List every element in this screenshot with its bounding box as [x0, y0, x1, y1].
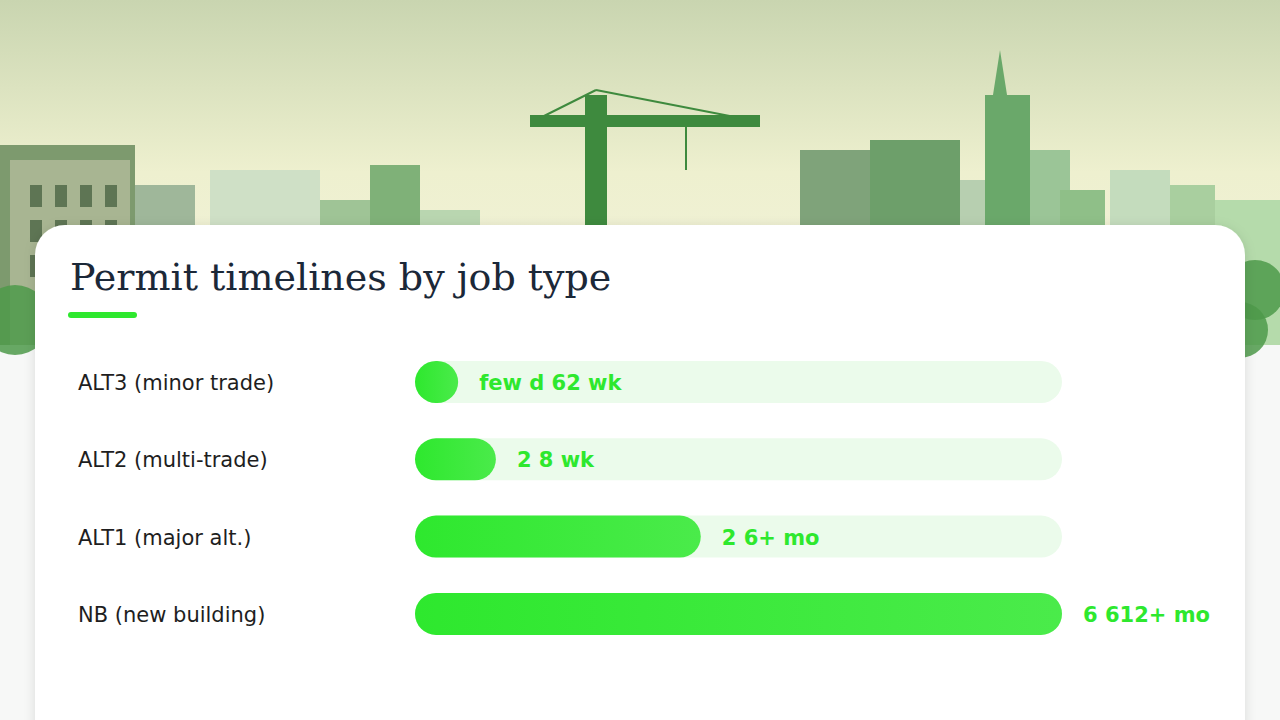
bar — [415, 593, 1062, 635]
category-label: NB (new building) — [78, 603, 265, 627]
crane-hook — [685, 127, 687, 170]
range-track — [415, 361, 1062, 403]
category-label: ALT2 (multi-trade) — [78, 448, 268, 472]
bar — [415, 516, 701, 558]
category-label: ALT3 (minor trade) — [78, 371, 274, 395]
bars — [415, 361, 1062, 635]
bar — [415, 438, 496, 480]
crane-jib — [530, 115, 760, 127]
title: Permit timelines by job type — [70, 255, 611, 299]
tracks — [415, 361, 1062, 635]
window — [80, 185, 92, 207]
window — [30, 185, 42, 207]
card — [35, 225, 1245, 720]
data-label: few d 62 wk — [479, 371, 622, 395]
data-label: 6 612+ mo — [1083, 603, 1210, 627]
range-track — [415, 593, 1062, 635]
range-track — [415, 516, 1062, 558]
chart-root: Permit timelines by job type ALT3 (minor … — [0, 0, 1280, 720]
crane-cable — [540, 90, 596, 118]
range-track — [415, 438, 1062, 480]
labels: ALT3 (minor trade) few d 62 wk ALT2 (multi… — [78, 371, 1210, 627]
data-label: 2 8 wk — [517, 448, 595, 472]
bar — [415, 361, 458, 403]
window — [55, 185, 67, 207]
window — [105, 185, 117, 207]
category-label: ALT1 (major alt.) — [78, 526, 251, 550]
data-label: 2 6+ mo — [722, 526, 820, 550]
spire — [993, 50, 1007, 95]
title-underline — [68, 312, 137, 318]
crane-cable — [596, 90, 740, 118]
